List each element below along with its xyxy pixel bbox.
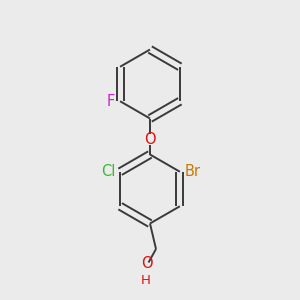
Text: O: O xyxy=(144,132,156,147)
Text: Cl: Cl xyxy=(101,164,116,179)
Text: H: H xyxy=(141,274,150,287)
Text: Br: Br xyxy=(184,164,200,179)
Text: O: O xyxy=(141,256,153,272)
Text: F: F xyxy=(106,94,115,109)
